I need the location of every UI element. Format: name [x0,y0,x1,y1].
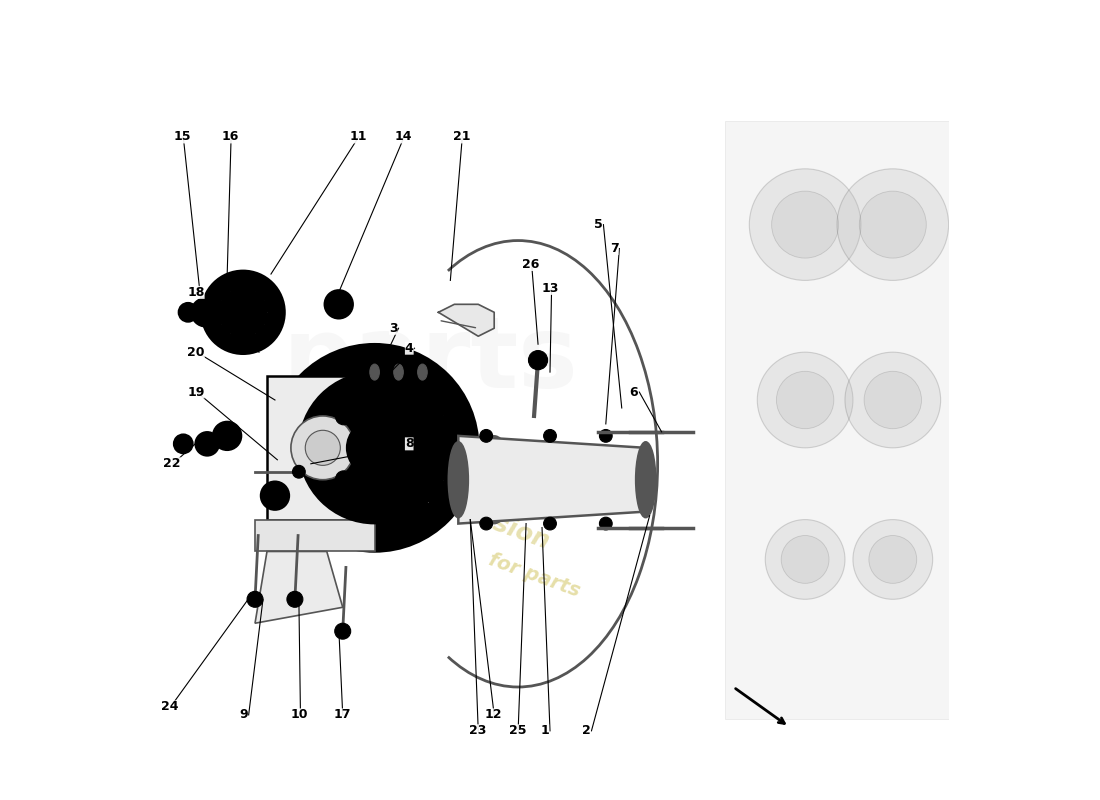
Circle shape [424,418,453,446]
Polygon shape [255,519,375,551]
Text: 8: 8 [405,438,414,450]
Circle shape [781,535,829,583]
Text: 9: 9 [239,709,248,722]
Ellipse shape [640,456,651,504]
Circle shape [845,352,940,448]
Ellipse shape [418,364,427,380]
Text: 26: 26 [522,258,539,271]
Circle shape [480,517,493,530]
Text: 11: 11 [349,130,366,143]
Text: 4: 4 [405,342,414,354]
Text: 12: 12 [485,709,502,722]
Text: 2: 2 [582,724,591,738]
Circle shape [757,352,852,448]
Text: 10: 10 [290,709,308,722]
Text: 23: 23 [469,724,486,738]
Circle shape [766,519,845,599]
Text: 14: 14 [395,130,412,143]
Circle shape [299,372,450,523]
Text: 25: 25 [508,724,526,738]
Text: 20: 20 [187,346,205,358]
Ellipse shape [449,442,469,518]
Circle shape [287,591,303,607]
Circle shape [865,371,922,429]
Circle shape [199,306,212,318]
Circle shape [837,169,948,281]
Circle shape [869,535,916,583]
Circle shape [336,471,352,487]
Circle shape [346,420,403,476]
Circle shape [293,466,306,478]
Text: for parts: for parts [486,550,582,601]
Text: 16: 16 [221,130,239,143]
Text: 13: 13 [542,282,560,295]
Circle shape [749,169,861,281]
Circle shape [852,519,933,599]
Ellipse shape [476,436,513,523]
Ellipse shape [394,364,404,380]
Circle shape [336,409,352,425]
Circle shape [201,438,212,450]
Ellipse shape [452,456,464,504]
Circle shape [600,517,613,530]
Circle shape [184,308,192,316]
Circle shape [334,623,351,639]
Circle shape [771,191,838,258]
Circle shape [600,430,613,442]
Ellipse shape [580,450,616,510]
Circle shape [543,517,557,530]
Circle shape [195,432,219,456]
Circle shape [397,471,414,487]
Text: a passion: a passion [419,486,553,554]
Polygon shape [255,551,343,623]
Circle shape [239,307,248,317]
Text: 7: 7 [609,242,618,255]
Circle shape [397,409,414,425]
Polygon shape [439,304,494,336]
Text: 19: 19 [187,386,205,398]
Text: 6: 6 [629,386,638,398]
Circle shape [178,302,198,322]
Circle shape [219,288,267,336]
Text: A: A [223,431,231,441]
Text: 15: 15 [174,130,191,143]
Text: 21: 21 [453,130,470,143]
Text: 3: 3 [389,322,397,334]
Circle shape [324,290,353,318]
Text: 1: 1 [540,724,549,738]
Text: 5: 5 [594,218,603,231]
Circle shape [290,416,354,480]
Circle shape [358,430,393,466]
Circle shape [543,430,557,442]
Ellipse shape [532,444,568,515]
Text: 17: 17 [333,709,351,722]
Circle shape [174,434,192,454]
Circle shape [480,430,493,442]
Ellipse shape [370,364,379,380]
Polygon shape [459,436,646,523]
Circle shape [777,371,834,429]
Text: 22: 22 [163,458,180,470]
Bar [267,376,378,519]
Circle shape [201,271,285,354]
Circle shape [528,350,548,370]
Circle shape [306,430,340,466]
Circle shape [261,482,289,510]
Ellipse shape [636,442,656,518]
Circle shape [233,302,253,322]
Text: parts: parts [283,312,579,409]
Circle shape [859,191,926,258]
Text: B: B [272,490,278,501]
Circle shape [248,591,263,607]
Text: B: B [434,427,442,437]
Text: A: A [336,299,342,310]
Circle shape [191,298,220,326]
Text: 18: 18 [187,286,205,299]
Text: 24: 24 [161,701,178,714]
Circle shape [212,422,242,450]
Polygon shape [725,121,948,719]
Circle shape [271,344,478,551]
